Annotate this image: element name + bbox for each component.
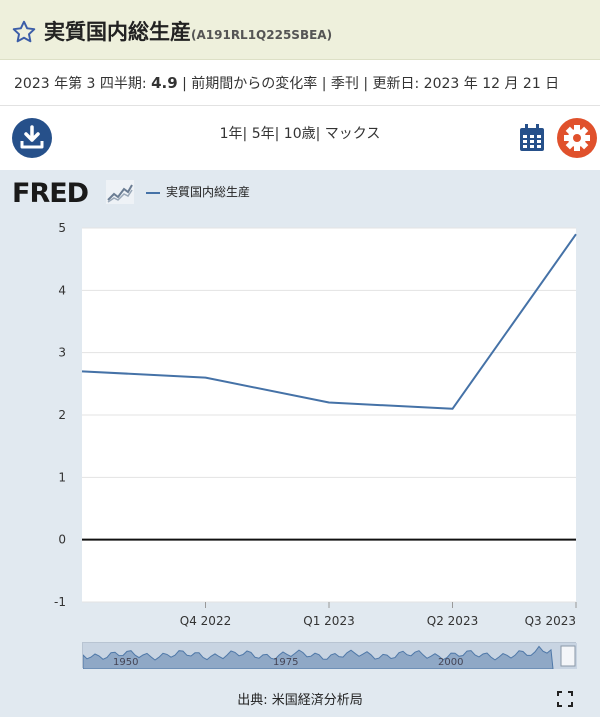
- source-credit: 出典: 米国経済分析局: [237, 693, 363, 708]
- range-navigator[interactable]: 1950 1975 2000: [82, 642, 577, 670]
- settings-button[interactable]: [557, 118, 597, 158]
- page-header: 実質国内総生産(A191RL1Q225SBEA): [0, 0, 600, 60]
- range-1y[interactable]: 1年: [219, 126, 243, 142]
- y-tick-label: 3: [58, 346, 66, 360]
- navigator-label: 1975: [273, 657, 298, 668]
- meta-period: 2023 年第 3 四半期:: [14, 76, 147, 92]
- y-tick-label: 5: [58, 221, 66, 235]
- series-title: 実質国内総生産: [44, 20, 191, 44]
- fullscreen-icon[interactable]: [557, 691, 573, 707]
- sparkline-logo-icon: [106, 180, 134, 204]
- navigator-area: [82, 645, 554, 670]
- x-tick-label: Q3 2023: [525, 614, 576, 628]
- chart-legend[interactable]: 実質国内総生産: [146, 183, 250, 200]
- calendar-icon[interactable]: [519, 124, 545, 152]
- legend-label: 実質国内総生産: [166, 185, 251, 199]
- range-10y[interactable]: 10歳: [283, 126, 316, 142]
- range-max[interactable]: マックス: [324, 126, 381, 142]
- meta-units: | 前期間からの変化率 | 季刊 | 更新日: 2023 年 12 月 21 日: [182, 76, 560, 92]
- legend-swatch: [146, 191, 160, 194]
- gear-icon: [564, 125, 590, 151]
- navigator-label: 1950: [113, 657, 138, 668]
- x-tick-label: Q1 2023: [303, 614, 354, 628]
- star-icon[interactable]: [11, 19, 37, 45]
- x-tick-label: Q4 2022: [180, 614, 231, 628]
- range-5y[interactable]: 5年: [251, 126, 275, 142]
- meta-value: 4.9: [151, 74, 178, 92]
- series-id: (A191RL1Q225SBEA): [191, 28, 333, 42]
- series-line: [81, 233, 577, 410]
- navigator-graph: 1950 1975 2000: [82, 643, 577, 670]
- date-range-selector: 1年| 5年| 10歳| マックス: [219, 126, 381, 142]
- y-tick-label: 4: [58, 283, 66, 297]
- fred-logo: FRED: [12, 178, 89, 209]
- page-title: 実質国内総生産(A191RL1Q225SBEA): [44, 16, 332, 46]
- y-tick-label: 0: [58, 533, 66, 547]
- download-button[interactable]: [12, 118, 52, 158]
- x-tick-label: Q2 2023: [427, 614, 478, 628]
- series-meta: 2023 年第 3 四半期: 4.9 | 前期間からの変化率 | 季刊 | 更新…: [14, 73, 559, 93]
- navigator-handle[interactable]: [560, 645, 576, 667]
- y-tick-label: 2: [58, 408, 66, 422]
- divider: [0, 105, 600, 106]
- download-icon: [20, 125, 44, 149]
- y-tick-label: -1: [54, 595, 66, 609]
- navigator-label: 2000: [438, 657, 463, 668]
- y-tick-label: 1: [58, 470, 66, 484]
